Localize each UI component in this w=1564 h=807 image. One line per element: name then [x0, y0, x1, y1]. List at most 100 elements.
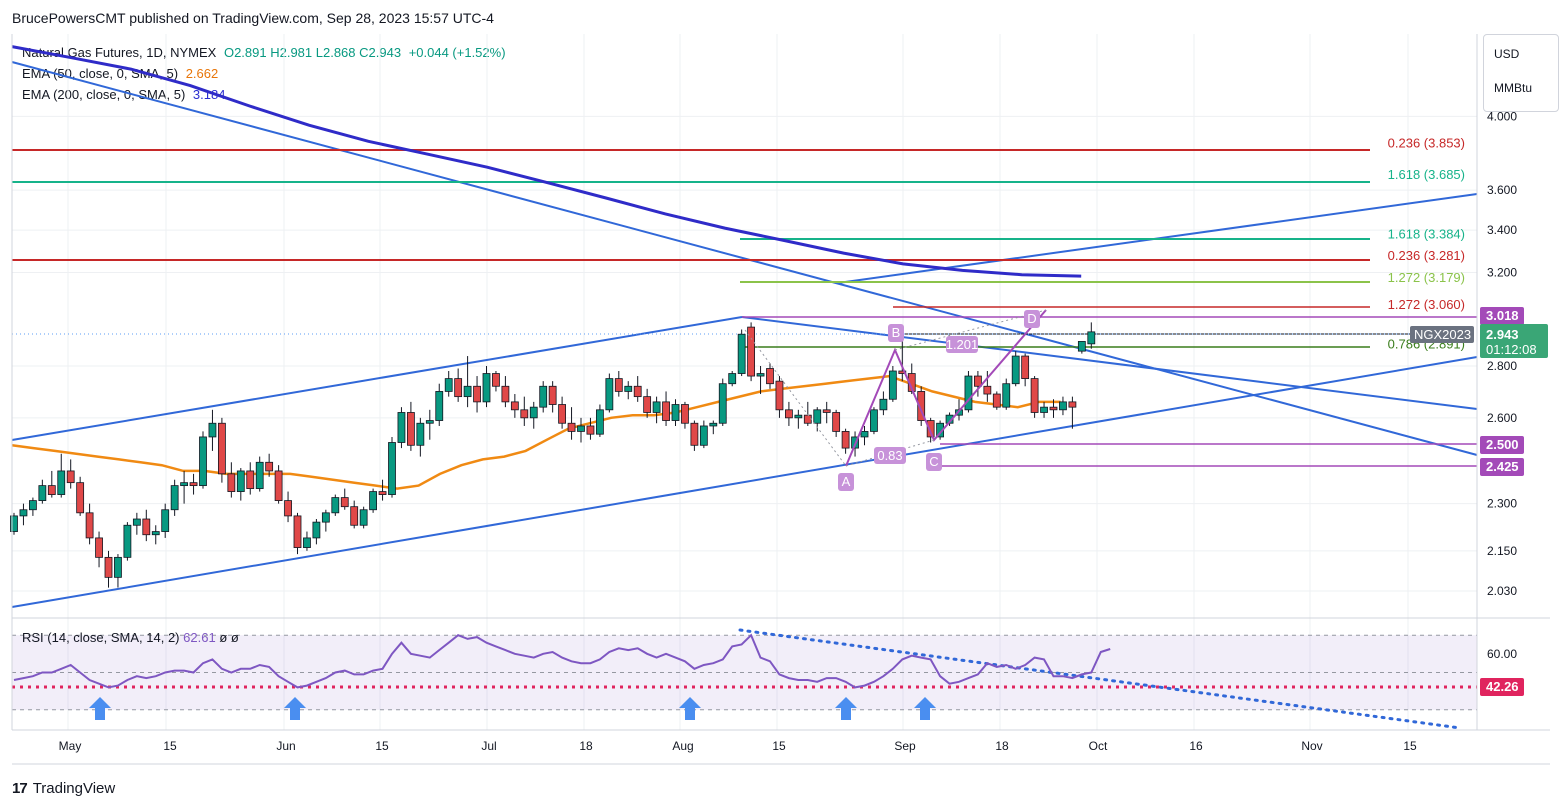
pattern-ratio-label: 1.201 [946, 337, 979, 352]
price-tick: 2.300 [1487, 497, 1517, 511]
candle-body [66, 470, 75, 484]
rsi-legend[interactable]: RSI (14, close, SMA, 14, 2) 62.61 ø ø [22, 630, 239, 645]
candle-body [1030, 378, 1039, 413]
candle-body [586, 425, 595, 435]
candle-body [161, 509, 170, 532]
candle-body [170, 485, 179, 511]
candle-body [605, 378, 614, 411]
candle-body [435, 391, 444, 421]
candle-body [539, 385, 548, 408]
time-tick: 15 [1403, 739, 1417, 753]
pattern-xa-dotted [744, 329, 847, 467]
price-tick: 4.000 [1487, 109, 1517, 123]
ema-lines [11, 45, 1082, 490]
candle-body [95, 537, 103, 558]
time-tick: 15 [772, 739, 786, 753]
symbol-legend: Natural Gas Futures, 1D, NYMEX O2.891 H2… [22, 45, 510, 60]
footer[interactable]: 17 TradingView [12, 780, 115, 797]
ema50-legend[interactable]: EMA (50, close, 0, SMA, 5) 2.662 [22, 66, 222, 81]
candle-body [28, 500, 37, 511]
candle-body [123, 524, 132, 558]
time-tick: Nov [1301, 739, 1322, 753]
candle-body [388, 442, 396, 495]
candle-body [548, 385, 557, 405]
fib-label: 0.236 (3.853) [1388, 136, 1465, 151]
price-tag-current: 2.943 [1486, 327, 1519, 342]
fib-label: 1.618 (3.685) [1388, 167, 1465, 182]
candle-body [359, 509, 368, 526]
rsi-up-arrow-icon [914, 697, 936, 720]
harmonic-pattern: A B C D 0.83 1.201 [744, 309, 1047, 491]
candle-body [1087, 331, 1096, 345]
time-tick: May [59, 739, 82, 753]
pattern-bd-dotted [894, 309, 1047, 351]
ema50-label: EMA (50, close, 0, SMA, 5) [22, 66, 179, 81]
ema50-value: 2.662 [185, 66, 219, 81]
candle-body [870, 409, 878, 432]
rsi-up-arrow-icon [89, 697, 111, 720]
abcd-pattern-line [845, 309, 1047, 467]
rsi-up-arrow-icon [679, 697, 701, 720]
candle-body [1021, 355, 1030, 379]
candle-body [860, 431, 869, 438]
candle-body [690, 422, 699, 446]
candle-body [964, 375, 973, 411]
time-tick: Jul [481, 739, 496, 753]
candle-body [114, 556, 122, 578]
time-tick: Jun [276, 739, 295, 753]
candle-body [227, 473, 236, 492]
candle-body [643, 396, 652, 413]
candle-body [331, 497, 340, 514]
candle-body [992, 393, 1001, 408]
pattern-point-badge [888, 324, 904, 342]
trendline-upper-channel [11, 316, 743, 441]
candle-body [85, 512, 94, 539]
candle-body [822, 409, 831, 413]
time-tick: 16 [1189, 739, 1203, 753]
candle-body [142, 518, 151, 536]
candle-body [217, 422, 226, 475]
ema50-line [11, 374, 1061, 490]
candle-body [425, 420, 434, 424]
candle-body [1011, 355, 1020, 385]
candle-body [246, 470, 255, 489]
price-tick: 2.150 [1487, 544, 1517, 558]
candle-body [321, 512, 330, 523]
candle-body [832, 412, 841, 432]
candle-body [255, 461, 264, 489]
currency-unit-selector[interactable]: USD MMBtu [1483, 34, 1559, 112]
candle-body [1059, 401, 1067, 411]
pattern-point-badge [1024, 310, 1040, 328]
candle-body [794, 414, 803, 419]
candle-body [199, 436, 207, 487]
candle-body [19, 509, 28, 517]
candle-body [813, 409, 822, 424]
candle-body [501, 385, 510, 403]
price-tag-3018-bg [1480, 307, 1524, 325]
candle-body [284, 500, 292, 517]
candle-body [624, 385, 633, 392]
candle-body [132, 518, 141, 526]
candle-body [350, 506, 359, 526]
candle-body [10, 515, 18, 532]
rsi-level-tag: 42.26 [1486, 679, 1519, 694]
candle-body [397, 412, 406, 443]
candle-body [567, 422, 576, 432]
unit-label: MMBtu [1494, 81, 1533, 95]
price-tick: 3.200 [1487, 266, 1517, 280]
currency-label: USD [1494, 47, 1520, 61]
drawing-lines [11, 61, 1478, 608]
candle-body [274, 470, 283, 501]
candle-body [1068, 401, 1077, 408]
candle-body [529, 406, 538, 419]
trendline-lower [11, 356, 1478, 608]
candle-body [577, 425, 585, 432]
candle-body [558, 404, 566, 424]
candle-body [47, 485, 56, 495]
candle-body [151, 531, 160, 536]
axes: 4.000 3.600 3.400 3.200 2.800 2.600 2.300 2.150… [11, 34, 1550, 765]
candle-body [180, 482, 189, 487]
candle-body [1077, 341, 1086, 352]
candle-body [104, 556, 113, 578]
